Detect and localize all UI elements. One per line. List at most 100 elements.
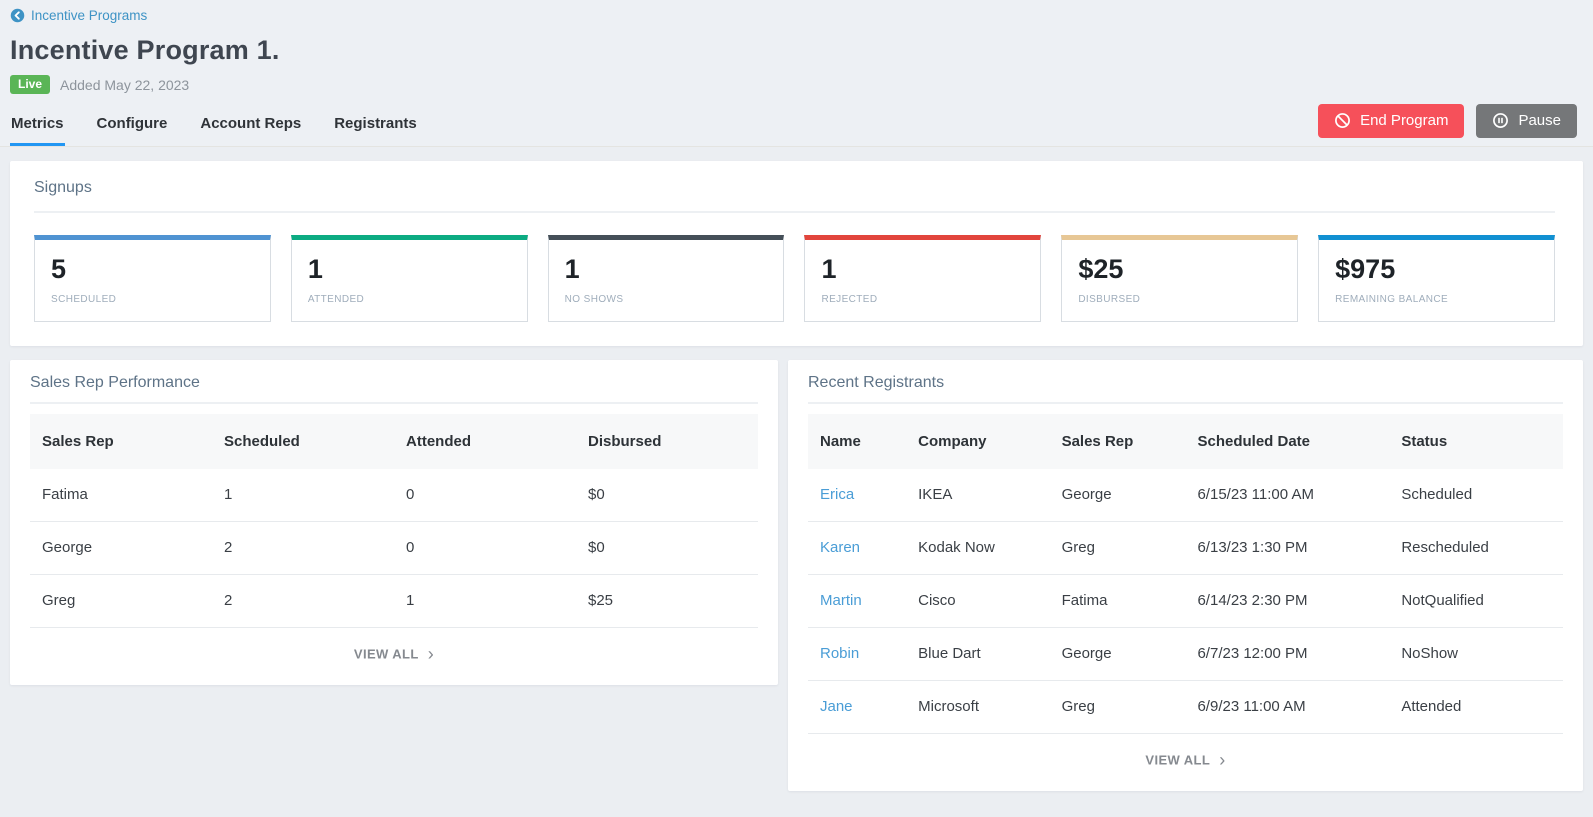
- end-program-label: End Program: [1360, 112, 1449, 129]
- chevron-right-icon: ›: [1219, 749, 1226, 770]
- registrant-name-link[interactable]: Erica: [808, 468, 907, 522]
- metric-label: SCHEDULED: [51, 293, 117, 305]
- metric-label: REMAINING BALANCE: [1335, 293, 1449, 305]
- table-row: Jane Microsoft Greg 6/9/23 11:00 AM Atte…: [808, 680, 1563, 734]
- table-row: Erica IKEA George 6/15/23 11:00 AM Sched…: [808, 468, 1563, 522]
- cell-sales-rep: George: [1049, 468, 1186, 522]
- metric-card-attended: 1 ATTENDED: [290, 235, 528, 322]
- cell-scheduled-date: 6/7/23 12:00 PM: [1185, 627, 1390, 681]
- breadcrumb[interactable]: Incentive Programs: [10, 8, 147, 23]
- metric-value: $25: [1078, 254, 1124, 284]
- view-all-label: VIEW ALL: [1145, 752, 1211, 768]
- sales-rep-performance-title: Sales Rep Performance: [30, 374, 758, 404]
- column-header: Sales Rep: [30, 413, 212, 469]
- cell-attended: 1: [394, 574, 576, 628]
- chevron-right-icon: ›: [427, 643, 435, 664]
- view-all-registrants[interactable]: VIEW ALL ›: [808, 750, 1563, 773]
- cell-company: Cisco: [906, 574, 1050, 628]
- cell-sales-rep: Greg: [1049, 680, 1186, 734]
- column-header: Company: [906, 413, 1050, 469]
- metric-label: ATTENDED: [307, 293, 365, 305]
- breadcrumb-label: Incentive Programs: [31, 8, 148, 23]
- cell-disbursed: $0: [576, 521, 758, 575]
- metric-card-disbursed: $25 DISBURSED: [1061, 235, 1299, 322]
- cell-company: IKEA: [906, 468, 1050, 522]
- cell-company: Kodak Now: [906, 521, 1050, 575]
- column-header: Scheduled Date: [1185, 413, 1390, 469]
- ban-icon: [1334, 112, 1351, 129]
- table-row: Greg 2 1 $25: [30, 574, 758, 628]
- status-badge: Live: [10, 75, 51, 94]
- registrant-name-link[interactable]: Robin: [808, 627, 907, 681]
- metric-value: 1: [564, 254, 580, 284]
- metric-value: 1: [307, 254, 323, 284]
- cell-attended: 0: [394, 521, 576, 575]
- tab-metrics[interactable]: Metrics: [10, 111, 65, 146]
- view-all-sales-reps[interactable]: VIEW ALL ›: [30, 644, 758, 667]
- metric-card-remaining-balance: $975 REMAINING BALANCE: [1318, 235, 1555, 322]
- table-row: Robin Blue Dart George 6/7/23 12:00 PM N…: [808, 627, 1563, 681]
- cell-status: Rescheduled: [1389, 521, 1563, 575]
- metric-card-row: 5 SCHEDULED 1 ATTENDED 1 NO SHOWS 1 REJE…: [34, 235, 1555, 322]
- cell-sales-rep: Greg: [30, 574, 212, 628]
- back-circle-icon: [10, 8, 25, 23]
- cell-scheduled-date: 6/15/23 11:00 AM: [1185, 468, 1390, 522]
- cell-scheduled-date: 6/9/23 11:00 AM: [1185, 680, 1390, 734]
- tab-bar: Metrics Configure Account Reps Registran…: [10, 111, 1577, 146]
- tab-registrants[interactable]: Registrants: [334, 115, 417, 132]
- table-row: Martin Cisco Fatima 6/14/23 2:30 PM NotQ…: [808, 574, 1563, 628]
- registrant-name-link[interactable]: Karen: [808, 521, 907, 575]
- metric-value: 1: [821, 254, 837, 284]
- cell-sales-rep: Greg: [1049, 521, 1186, 575]
- cell-attended: 0: [394, 468, 576, 522]
- column-header: Name: [808, 413, 907, 469]
- end-program-button[interactable]: End Program: [1318, 104, 1465, 138]
- metric-value: 5: [51, 254, 67, 284]
- cell-scheduled: 1: [212, 468, 394, 522]
- table-row: George 2 0 $0: [30, 521, 758, 575]
- header-actions: End Program Pause: [1318, 104, 1577, 138]
- table-row: Fatima 1 0 $0: [30, 468, 758, 522]
- meta-row: Live Added May 22, 2023: [10, 75, 1577, 94]
- cell-status: Attended: [1389, 680, 1563, 734]
- metric-card-no-shows: 1 NO SHOWS: [547, 235, 785, 322]
- table-header-row: Sales Rep Scheduled Attended Disbursed: [30, 413, 758, 469]
- cell-sales-rep: Fatima: [30, 468, 212, 522]
- cell-disbursed: $0: [576, 468, 758, 522]
- column-header: Attended: [394, 413, 576, 469]
- metric-value: $975: [1335, 254, 1396, 284]
- cell-status: NoShow: [1389, 627, 1563, 681]
- dashboard-columns: Sales Rep Performance Sales Rep Schedule…: [10, 359, 1583, 791]
- cell-status: Scheduled: [1389, 468, 1563, 522]
- tab-configure[interactable]: Configure: [96, 115, 168, 132]
- registrant-name-link[interactable]: Martin: [808, 574, 907, 628]
- cell-company: Blue Dart: [906, 627, 1050, 681]
- tab-account-reps[interactable]: Account Reps: [200, 115, 302, 132]
- metric-label: NO SHOWS: [564, 293, 624, 305]
- column-header: Status: [1389, 413, 1563, 469]
- table-header-row: Name Company Sales Rep Scheduled Date St…: [808, 413, 1563, 469]
- recent-registrants-title: Recent Registrants: [808, 374, 1563, 404]
- pause-label: Pause: [1518, 112, 1561, 129]
- metric-label: DISBURSED: [1078, 293, 1141, 305]
- cell-scheduled-date: 6/14/23 2:30 PM: [1185, 574, 1390, 628]
- cell-scheduled: 2: [212, 521, 394, 575]
- cell-scheduled: 2: [212, 574, 394, 628]
- cell-status: NotQualified: [1389, 574, 1563, 628]
- metric-label: REJECTED: [821, 293, 878, 305]
- registrant-name-link[interactable]: Jane: [808, 680, 907, 734]
- cell-disbursed: $25: [576, 574, 758, 628]
- cell-sales-rep: George: [1049, 627, 1186, 681]
- cell-company: Microsoft: [906, 680, 1050, 734]
- column-header: Sales Rep: [1049, 413, 1186, 469]
- recent-registrants-table: Name Company Sales Rep Scheduled Date St…: [808, 413, 1563, 734]
- pause-circle-icon: [1492, 112, 1509, 129]
- table-row: Karen Kodak Now Greg 6/13/23 1:30 PM Res…: [808, 521, 1563, 575]
- page-header: Incentive Programs Incentive Program 1. …: [0, 0, 1593, 147]
- pause-button[interactable]: Pause: [1476, 104, 1577, 138]
- signups-section: Signups 5 SCHEDULED 1 ATTENDED 1 NO SHOW…: [10, 161, 1583, 346]
- metric-card-scheduled: 5 SCHEDULED: [34, 235, 271, 322]
- column-header: Scheduled: [212, 413, 394, 469]
- column-header: Disbursed: [576, 413, 758, 469]
- sales-rep-performance-section: Sales Rep Performance Sales Rep Schedule…: [10, 359, 778, 685]
